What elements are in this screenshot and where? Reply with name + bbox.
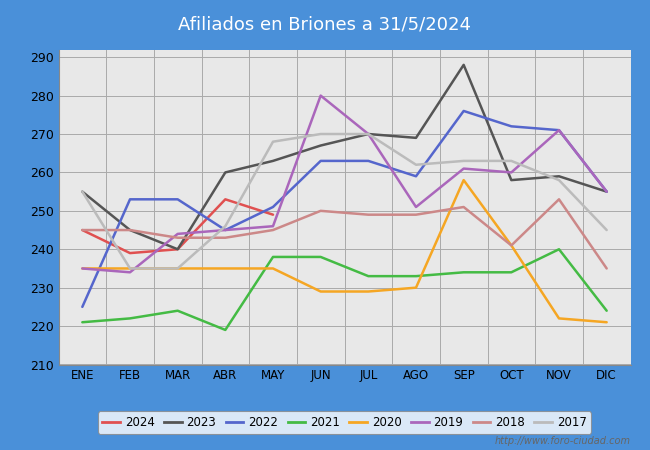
Legend: 2024, 2023, 2022, 2021, 2020, 2019, 2018, 2017: 2024, 2023, 2022, 2021, 2020, 2019, 2018… bbox=[98, 411, 592, 434]
Text: http://www.foro-ciudad.com: http://www.foro-ciudad.com bbox=[495, 436, 630, 446]
Text: Afiliados en Briones a 31/5/2024: Afiliados en Briones a 31/5/2024 bbox=[179, 16, 471, 34]
